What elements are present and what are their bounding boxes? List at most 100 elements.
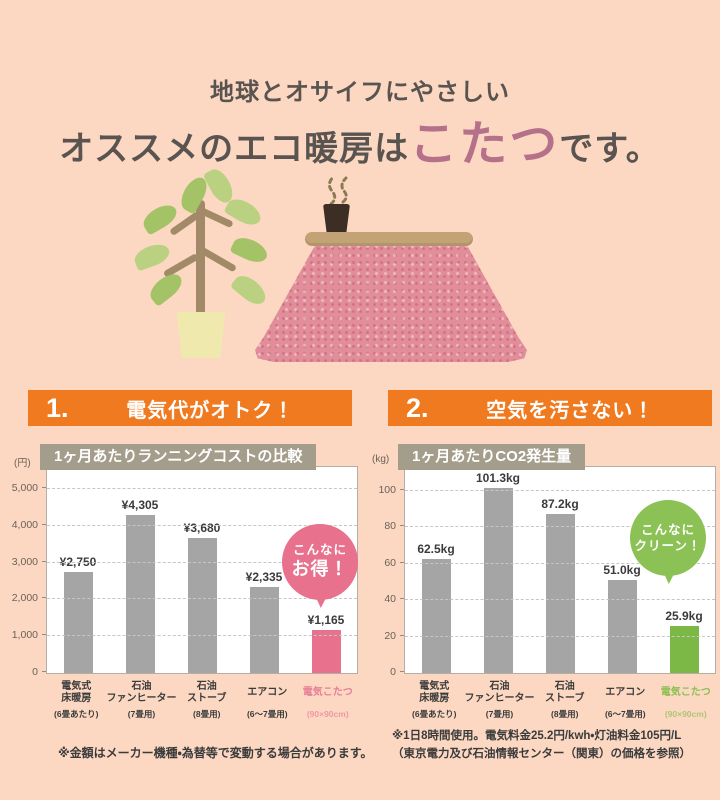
section-1-banner: 1. 電気代がオトク！ bbox=[28, 390, 352, 426]
category-label: 電気式 床暖房 (6畳あたり) bbox=[404, 680, 465, 720]
section-1-label: 電気代がオトク！ bbox=[126, 399, 295, 422]
category-label-text: エアコン bbox=[247, 686, 288, 698]
y-axis: 0 20 40 60 80 100 bbox=[370, 466, 405, 678]
bar: ¥4,305 bbox=[122, 498, 158, 673]
co2-emission-chart: (kg) 1ヶ月あたりCO2発生量 0 20 40 60 80 100 62.5kg 101… bbox=[370, 444, 716, 736]
category-label: 電気こたつ (90×90cm) bbox=[656, 680, 717, 720]
y-axis-unit-label: (kg) bbox=[372, 454, 390, 465]
category-label: 石油 ストーブ (8畳用) bbox=[535, 680, 596, 720]
section-1-number: 1. bbox=[46, 392, 69, 423]
kotatsu-futon bbox=[255, 242, 527, 362]
y-axis-tick-mark bbox=[400, 561, 405, 563]
footnote-usage-line1: ※1日8時間使用。電気料金25.2円/kwh・灯油料金105円/L bbox=[392, 730, 682, 742]
plant-pot bbox=[176, 312, 226, 358]
poster-title-prefix: オススメのエコ暖房は bbox=[59, 131, 410, 168]
category-label-text: 石油 ストーブ bbox=[187, 680, 227, 705]
y-axis-tick-label: 60 bbox=[384, 556, 396, 569]
bar: 101.3kg bbox=[476, 471, 520, 673]
y-axis-tick-mark bbox=[400, 634, 405, 636]
bar-slot: 87.2kg bbox=[529, 467, 591, 673]
bars-group: ¥2,750 ¥4,305 ¥3,680 ¥2,335 ¥1,165 bbox=[47, 467, 357, 673]
kotatsu-scene-illustration bbox=[0, 165, 720, 380]
bubble-text-line: こんなに bbox=[292, 543, 347, 558]
bar: ¥3,680 bbox=[184, 521, 220, 673]
bar-slot: ¥2,750 bbox=[47, 467, 109, 673]
bar-slot: 51.0kg bbox=[591, 467, 653, 673]
y-axis-tick-mark bbox=[42, 487, 47, 489]
gridline bbox=[47, 598, 357, 600]
bar-value-label: 62.5kg bbox=[417, 542, 455, 557]
bar-value-label: ¥1,165 bbox=[307, 613, 345, 628]
category-label-text: 石油 ファンヒーター bbox=[106, 680, 177, 705]
section-2-label: 空気を汚さない！ bbox=[486, 399, 655, 422]
y-axis-tick-mark bbox=[42, 560, 47, 562]
plant-illustration bbox=[131, 165, 271, 360]
bar: ¥2,750 bbox=[60, 555, 96, 673]
running-cost-chart: (円) 1ヶ月あたりランニングコストの比較 0 1,000 2,000 3,000 4,… bbox=[12, 444, 358, 736]
poster-title-suffix: です。 bbox=[559, 131, 661, 168]
poster-title-highlight-kotatsu: こたつ bbox=[409, 118, 560, 171]
bubble-text-line: クリーン！ bbox=[634, 539, 702, 553]
gridline bbox=[405, 599, 715, 601]
bubble-text-line: お得！ bbox=[291, 559, 349, 580]
category-label-text: 電気式 床暖房 bbox=[61, 680, 92, 705]
gridline bbox=[405, 526, 715, 528]
bar-value-label: 101.3kg bbox=[475, 471, 521, 486]
gridline bbox=[47, 635, 357, 637]
category-label-text: 電気こたつ bbox=[660, 686, 711, 698]
y-axis-tick-mark bbox=[42, 523, 47, 525]
gridline bbox=[405, 635, 715, 637]
category-sub-label: (7畳用) bbox=[127, 709, 156, 719]
y-axis-tick-mark bbox=[400, 488, 405, 490]
bar-value-label: 51.0kg bbox=[603, 563, 641, 578]
gridline bbox=[47, 524, 357, 526]
category-label-text: 電気こたつ bbox=[302, 686, 353, 698]
y-axis-tick-label: 0 bbox=[32, 666, 38, 678]
category-sub-label: (6〜7畳用) bbox=[246, 709, 288, 719]
savings-bubble: こんなに お得！ bbox=[282, 524, 358, 608]
section-2-banner: 2. 空気を汚さない！ bbox=[388, 390, 712, 426]
y-axis-tick-label: 40 bbox=[384, 593, 396, 606]
category-label-text: 石油 ストーブ bbox=[545, 680, 585, 705]
section-2-number: 2. bbox=[406, 392, 429, 423]
gridline bbox=[405, 489, 715, 491]
y-axis: 0 1,000 2,000 3,000 4,000 5,000 bbox=[11, 466, 47, 678]
bar: 51.0kg bbox=[603, 563, 641, 673]
bar-slot: 25.9kg bbox=[653, 467, 715, 673]
category-sub-label: (8畳用) bbox=[193, 709, 221, 719]
chart-title: 1ヶ月あたりCO2発生量 bbox=[398, 444, 586, 470]
category-sub-label: (8畳用) bbox=[551, 709, 579, 719]
bar-value-label: 87.2kg bbox=[541, 497, 579, 512]
y-axis-tick-mark bbox=[400, 525, 405, 527]
category-sub-label: (6〜7畳用) bbox=[604, 709, 646, 719]
y-axis-tick-label: 4,000 bbox=[11, 518, 38, 531]
gridline bbox=[47, 488, 357, 490]
category-label: 電気こたつ (90×90cm) bbox=[298, 680, 359, 720]
category-sub-label: (6畳あたり) bbox=[412, 709, 457, 719]
y-axis-tick-label: 80 bbox=[384, 520, 396, 533]
y-axis-tick-label: 0 bbox=[390, 666, 396, 678]
bar-slot: 101.3kg bbox=[467, 467, 529, 673]
category-label: 石油 ストーブ (8畳用) bbox=[177, 680, 238, 720]
x-axis-category-labels: 電気式 床暖房 (6畳あたり) 石油 ファンヒーター (7畳用) 石油 ストーブ (8畳用) エア… bbox=[46, 680, 358, 720]
bar-value-label: 25.9kg bbox=[665, 608, 703, 623]
y-axis-tick-label: 5,000 bbox=[11, 482, 38, 495]
highlight-bar: ¥1,165 bbox=[308, 613, 344, 673]
footnote-usage-line2: （東京電力及び石油情報センター（関東）の価格を参照） bbox=[392, 747, 691, 760]
y-axis-tick-label: 20 bbox=[384, 629, 396, 642]
bar-slot: ¥1,165 bbox=[295, 467, 357, 673]
category-sub-label: (7畳用) bbox=[485, 709, 514, 719]
category-label-text: 石油 ファンヒーター bbox=[464, 680, 535, 705]
bar-value-label: ¥2,335 bbox=[245, 570, 283, 585]
plant-trunk bbox=[196, 200, 205, 318]
category-label: エアコン (6〜7畳用) bbox=[595, 680, 656, 720]
bar-value-label: ¥4,305 bbox=[121, 497, 159, 512]
bar: 62.5kg bbox=[417, 542, 455, 673]
gridline bbox=[47, 561, 357, 563]
category-label: 電気式 床暖房 (6畳あたり) bbox=[46, 680, 107, 720]
clean-bubble: こんなに クリーン！ bbox=[630, 500, 706, 584]
category-sub-label: (90×90cm) bbox=[664, 709, 707, 719]
y-axis-tick-label: 1,000 bbox=[11, 629, 38, 642]
kotatsu-illustration bbox=[255, 170, 530, 370]
